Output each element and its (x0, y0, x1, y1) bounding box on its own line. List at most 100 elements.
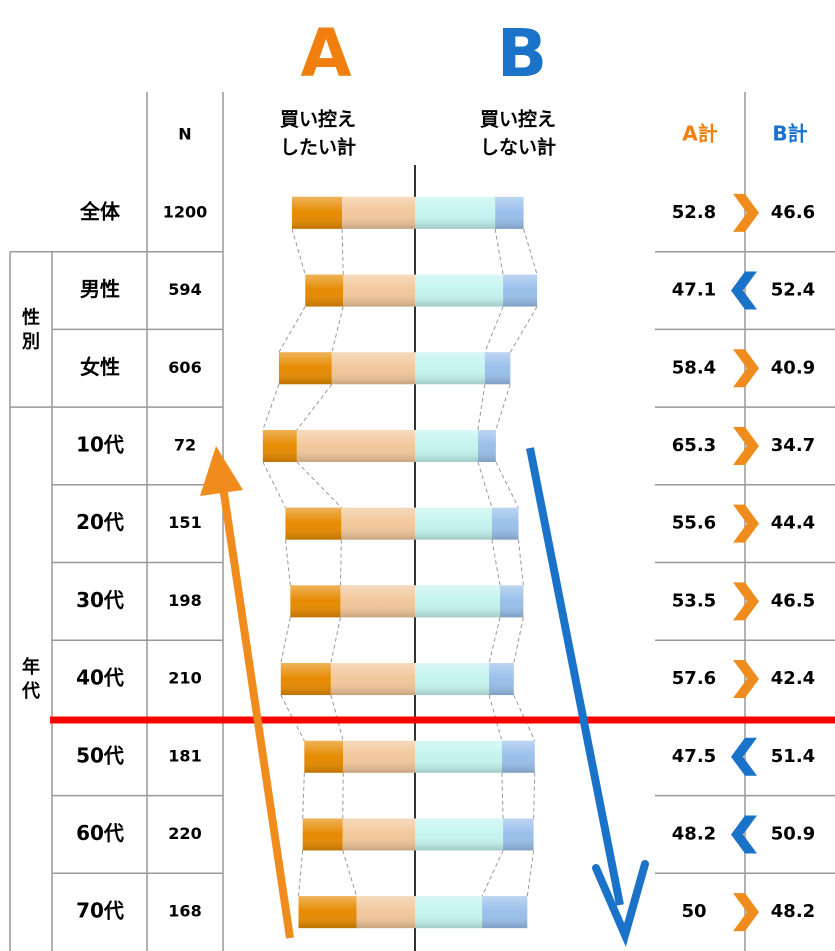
a-total: 57.6 (672, 668, 716, 689)
connector (491, 539, 501, 586)
n-value: 1200 (163, 202, 208, 221)
connector (280, 694, 305, 741)
bar-b-weak-shade (415, 352, 485, 385)
group-label: 年 (22, 656, 40, 678)
compare-chevron (733, 426, 759, 465)
a-total: 65.3 (672, 435, 716, 456)
a-total: 58.4 (672, 357, 716, 378)
bar-b-strong-shade (484, 352, 511, 385)
b-total: 48.2 (771, 901, 815, 922)
compare-chevron (733, 660, 759, 699)
connector (342, 850, 357, 897)
bar-a-weak-shade (356, 896, 415, 929)
connector (330, 617, 341, 664)
connector (517, 539, 524, 586)
connector (484, 306, 504, 353)
connector (509, 306, 538, 353)
connector (513, 694, 536, 741)
connector (501, 772, 504, 819)
arrow-a-head (200, 446, 243, 496)
connector (302, 772, 305, 819)
n-value: 198 (168, 591, 201, 610)
bar-b-strong-shade (503, 274, 538, 307)
bar-a-weak-shade (342, 196, 415, 229)
bar-a-weak-shade (331, 352, 415, 385)
b-total: 52.4 (771, 280, 815, 301)
b-total: 46.6 (771, 202, 815, 223)
bar-a-strong-shade (280, 663, 331, 696)
bar-b-strong-shade (489, 663, 514, 696)
n-value: 72 (174, 435, 196, 454)
bar-b-strong-shade (477, 429, 496, 462)
n-value: 210 (168, 669, 201, 688)
header-b: しない計 (480, 136, 556, 159)
compare-chevron (733, 349, 759, 388)
connector (513, 617, 524, 664)
bar-a-strong-shade (298, 896, 357, 929)
connector (298, 850, 304, 897)
bar-a-strong-shade (304, 740, 344, 773)
bar-a-weak-shade (341, 507, 415, 540)
compare-chevron (731, 737, 757, 776)
header-a-total: A計 (682, 122, 717, 146)
row-label: 70代 (76, 899, 124, 923)
bar-a-weak-shade (343, 274, 415, 307)
connector (488, 617, 501, 664)
row-label: 30代 (76, 588, 124, 612)
bar-b-weak-shade (415, 896, 483, 929)
bar-b-weak-shade (415, 663, 490, 696)
bar-b-strong-shade (495, 196, 524, 229)
group-label: 代 (21, 681, 40, 702)
a-total: 47.5 (672, 746, 716, 767)
row-label: 女性 (80, 355, 120, 379)
connector (296, 383, 333, 431)
compare-chevron (733, 504, 759, 543)
connector (494, 228, 504, 275)
header-a: 買い控え (280, 108, 356, 131)
n-value: 606 (168, 358, 201, 377)
compare-chevron (733, 893, 759, 932)
bar-b-strong-shade (503, 818, 534, 851)
bar-b-weak-shade (415, 818, 504, 851)
row-label: 40代 (76, 666, 124, 690)
bar-b-strong-shade (482, 896, 528, 929)
n-value: 594 (168, 280, 201, 299)
n-value: 168 (168, 902, 201, 921)
bar-b-strong-shade (500, 585, 524, 618)
bar-b-weak-shade (415, 196, 496, 229)
bar-b-weak-shade (415, 274, 504, 307)
bar-a-strong-shade (305, 274, 344, 307)
header-n: N (178, 125, 191, 144)
b-total: 44.4 (771, 513, 815, 534)
group-label: 別 (22, 331, 40, 352)
a-total: 48.2 (672, 823, 716, 844)
bar-b-weak-shade (415, 740, 502, 773)
row-label: 10代 (76, 432, 124, 456)
b-total: 34.7 (771, 435, 815, 456)
a-total: 47.1 (672, 280, 716, 301)
bar-b-weak-shade (415, 507, 492, 540)
connector (291, 228, 306, 275)
connector (278, 306, 306, 353)
compare-chevron (733, 582, 759, 621)
b-total: 50.9 (771, 823, 815, 844)
header-b-total: B計 (772, 122, 807, 146)
connector (533, 772, 536, 819)
bar-a-weak-shade (330, 663, 415, 696)
bar-a-strong-shade (302, 818, 343, 851)
compare-chevron (731, 271, 757, 310)
bar-a-weak-shade (296, 429, 415, 462)
bar-a-weak-shade (343, 740, 415, 773)
arrow-b (526, 447, 624, 906)
n-value: 220 (168, 824, 201, 843)
title-b: B (497, 15, 547, 92)
row-label: 全体 (79, 199, 121, 223)
a-total: 50 (681, 901, 706, 922)
bar-b-strong-shade (501, 740, 535, 773)
bar-b-weak-shade (415, 429, 478, 462)
row-label: 60代 (76, 821, 124, 845)
header-a: したい計 (280, 136, 356, 159)
connector (477, 384, 486, 431)
connector (523, 228, 538, 275)
